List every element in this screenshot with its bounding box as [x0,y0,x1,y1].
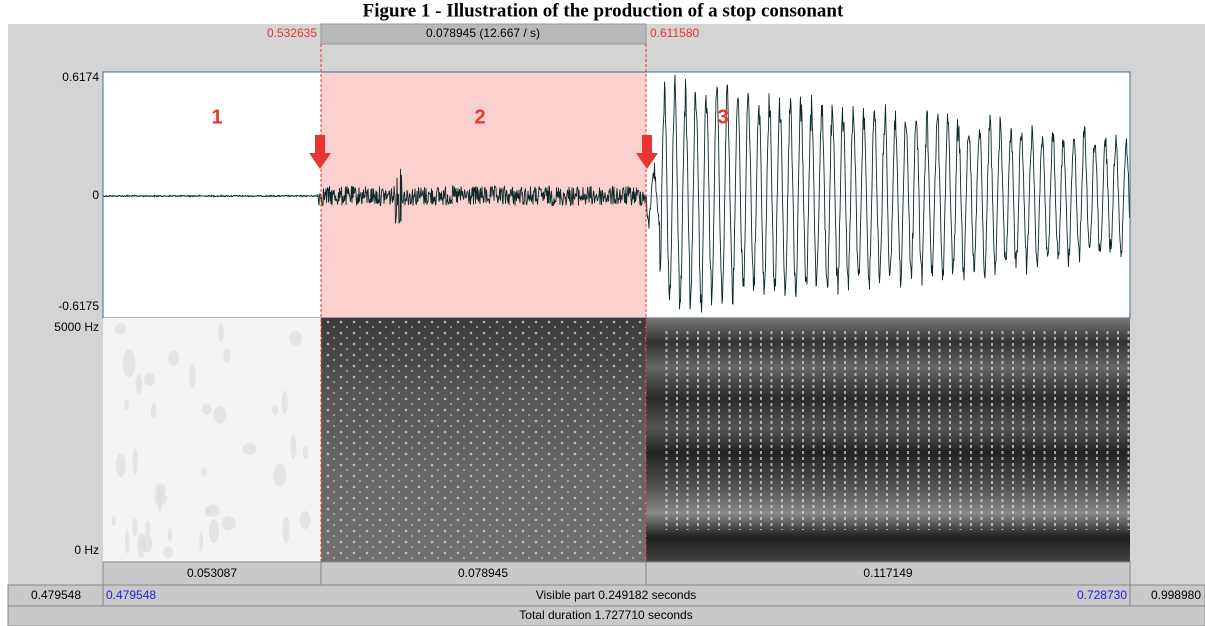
spectrogram-striations [660,330,1130,530]
spectrogram-blob [125,530,130,553]
spectrogram-blob [168,528,172,542]
spectrogram-blob [189,364,196,389]
frequency-max: 5000 Hz [54,320,99,334]
amplitude-zero: 0 [92,188,99,202]
spectrogram-blob [202,404,212,415]
spectrogram-blob [115,323,127,334]
selection-end: 0.611580 [650,26,699,40]
spectrogram-blob [213,406,226,423]
spectrogram-blob [290,434,296,458]
visible-part: Visible part 0.249182 seconds [536,588,697,602]
visible-end: 0.728730 [1077,588,1127,602]
visible-start: 0.479548 [106,588,156,602]
spectrogram-blob [243,443,257,455]
segment-duration: 0.078945 [458,566,508,580]
praat-window: Figure 1 - Illustration of the productio… [0,0,1205,626]
spectrogram-blob [116,453,126,477]
region-label: 3 [717,106,728,128]
spectrogram-blob [123,349,136,377]
spectrogram-blob [145,521,150,536]
spectrogram-blob [209,519,219,543]
spectrogram-blob [111,516,115,526]
spectrogram-blob [281,391,287,415]
window-end: 0.998980 [1151,588,1201,602]
selection-duration: 0.078945 (12.667 / s) [426,26,540,40]
spectrogram-blob [205,506,211,517]
spectrogram-blob [201,467,207,476]
spectrogram-blob [168,351,179,366]
spectrogram-blob [133,448,138,475]
figure-title: Figure 1 - Illustration of the productio… [363,0,844,21]
total-duration: Total duration 1.727710 seconds [519,608,692,622]
spectrogram-blob [289,331,302,346]
page: body { margin: 0; width: 1205px; height:… [0,0,1205,626]
spectrogram-blob [300,511,310,529]
selection-start: 0.532635 [267,26,317,40]
spectrogram-noise [321,318,646,562]
amplitude-max: 0.6174 [62,70,99,84]
spectrogram-blob [144,372,155,386]
spectrogram-blob [283,517,290,544]
spectrogram-blob [223,348,230,362]
spectrogram-blob [199,530,203,551]
region-label: 1 [211,106,222,128]
frequency-min: 0 Hz [74,543,99,557]
segment-duration: 0.053087 [187,566,237,580]
body: {"title": "Figure 1 - Illustration of th… [0,0,1205,626]
spectrogram-blob [151,403,156,419]
segment-duration: 0.117149 [863,566,912,580]
spectrogram-blob [218,324,224,343]
spectrogram-blob [273,464,286,487]
spectrogram-blob [303,446,308,460]
spectrogram-blob [163,546,173,557]
spectrogram-blob [222,516,236,531]
spectrogram-blob [132,519,138,537]
spectrogram-blob [124,399,129,410]
spectrogram-blob [272,404,278,415]
window-start: 0.479548 [31,588,81,602]
amplitude-min: -0.6175 [58,299,99,313]
spectrogram-blob [155,483,166,495]
spectrogram-blob [137,532,145,558]
spectrogram-blob [135,374,142,394]
region-label: 2 [474,106,485,128]
